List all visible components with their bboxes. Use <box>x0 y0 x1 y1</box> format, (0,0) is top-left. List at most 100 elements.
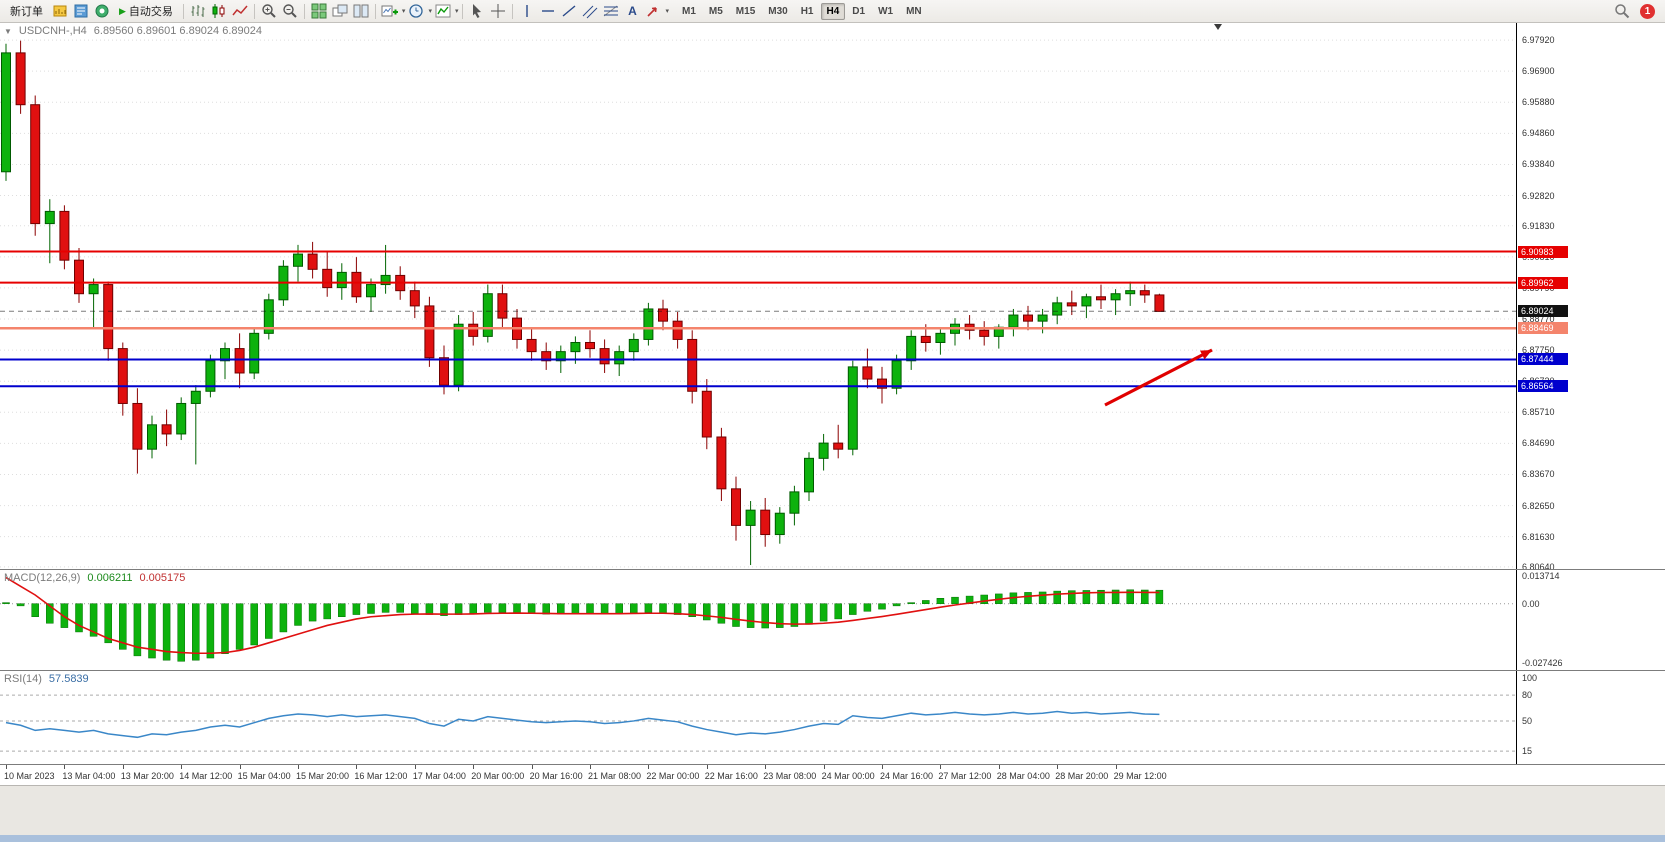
timeframe-button-m1[interactable]: M1 <box>681 5 696 17</box>
time-tick <box>356 765 358 769</box>
timeframe-button-m5[interactable]: M5 <box>708 5 723 17</box>
crosshair-icon[interactable] <box>488 2 508 20</box>
macd-axis-label: -0.027426 <box>1522 658 1563 669</box>
time-label: 15 Mar 20:00 <box>296 771 350 781</box>
toolbar-separator <box>253 3 255 19</box>
macd-canvas[interactable] <box>0 570 1517 670</box>
tile-vertical-icon[interactable] <box>351 2 371 20</box>
timeframe-button-mn[interactable]: MN <box>906 5 922 17</box>
price-axis-label: 6.83670 <box>1522 469 1555 480</box>
horizontal-line-tool-icon[interactable] <box>538 2 558 20</box>
notification-badge[interactable]: 1 <box>1640 3 1655 19</box>
rsi-panel: RSI(14) 57.5839 100 80 50 15 <box>0 670 1665 764</box>
price-axis-label: 6.81630 <box>1522 531 1555 542</box>
time-tick <box>765 765 767 769</box>
arrows-tool-icon[interactable] <box>643 2 663 20</box>
price-axis-label: 6.80640 <box>1522 561 1555 572</box>
timeframe-group: M1 M5 M15 M30 H1 H4 D1 W1 MN <box>676 2 928 20</box>
time-tick <box>940 765 942 769</box>
toolbar-separator <box>512 3 514 19</box>
new-chart-caret-icon[interactable]: ▾ <box>401 8 406 15</box>
macd-panel: MACD(12,26,9) 0.006211 0.005175 0.013714… <box>0 569 1665 670</box>
time-tick <box>473 765 475 769</box>
cursor-icon[interactable] <box>467 2 487 20</box>
zoom-out-icon[interactable] <box>280 2 300 20</box>
time-tick <box>6 765 7 769</box>
candlestick-mode-icon[interactable] <box>209 2 229 20</box>
period-caret-icon[interactable]: ▾ <box>428 8 432 15</box>
charts-profile-icon[interactable] <box>50 2 70 20</box>
macd-label: MACD(12,26,9) <box>4 572 81 584</box>
timeframe-button-m15[interactable]: M15 <box>735 5 756 17</box>
search-icon[interactable] <box>1612 2 1632 20</box>
channel-tool-icon[interactable] <box>580 2 600 20</box>
rsi-value: 57.5839 <box>48 673 89 685</box>
vertical-line-tool-icon[interactable] <box>517 2 537 20</box>
time-label: 22 Mar 00:00 <box>646 771 700 781</box>
price-axis-label: 6.95880 <box>1522 97 1555 108</box>
timeframe-button-w1[interactable]: W1 <box>878 5 894 17</box>
price-axis-label: 6.84690 <box>1522 438 1555 449</box>
cascade-windows-icon[interactable] <box>330 2 350 20</box>
toolbar-separator <box>182 3 184 19</box>
status-bar <box>0 785 1665 842</box>
time-tick <box>531 765 533 769</box>
fibonacci-tool-icon[interactable] <box>601 2 621 20</box>
price-tag: 6.86564 <box>1518 380 1568 393</box>
timeframe-button-m30[interactable]: M30 <box>768 5 788 17</box>
time-label: 29 Mar 12:00 <box>1113 771 1167 781</box>
timeframe-button-h1[interactable]: H1 <box>800 5 814 17</box>
chart-title-overlay: ▼ USDCNH-,H4 6.89560 6.89601 6.89024 6.8… <box>4 25 262 37</box>
toolbar-right-group: 1 <box>1612 2 1661 20</box>
rsi-label: RSI(14) <box>4 673 42 685</box>
time-tick <box>648 765 650 769</box>
play-icon: ▶ <box>119 5 126 16</box>
time-label: 10 Mar 2023 <box>4 771 55 781</box>
time-label: 15 Mar 04:00 <box>237 771 291 781</box>
market-watch-icon[interactable] <box>71 2 91 20</box>
price-axis-label: 6.82650 <box>1522 500 1555 511</box>
indicators-icon[interactable] <box>433 2 453 20</box>
new-chart-icon[interactable] <box>380 2 400 20</box>
time-tick <box>239 765 241 769</box>
autotrading-button[interactable]: ▶ 自动交易 <box>113 1 179 21</box>
rsi-axis-label: 80 <box>1522 690 1533 701</box>
arrows-caret-icon[interactable]: ▾ <box>665 8 669 15</box>
time-label: 14 Mar 12:00 <box>179 771 233 781</box>
price-axis-label: 6.96900 <box>1522 66 1555 77</box>
new-order-label: 新订单 <box>10 6 43 18</box>
toolbar-separator <box>374 3 376 19</box>
price-tag: 6.87444 <box>1518 353 1568 366</box>
candlestick-canvas[interactable] <box>0 23 1517 569</box>
price-tag: 6.89024 <box>1518 305 1568 318</box>
time-label: 24 Mar 16:00 <box>880 771 934 781</box>
line-chart-mode-icon[interactable] <box>230 2 250 20</box>
macd-axis[interactable]: 0.013714 0.00 -0.027426 <box>1517 570 1665 670</box>
price-tag: 6.90983 <box>1518 245 1568 258</box>
trendline-tool-icon[interactable] <box>559 2 579 20</box>
text-tool-icon[interactable]: A <box>628 4 637 18</box>
toolbar-separator <box>462 3 464 19</box>
price-axis[interactable]: 6.97920 6.96900 6.95880 6.94860 6.93840 6.928… <box>1517 23 1665 572</box>
toolbar: 新订单 ▶ 自动交易 ▾ ▾ <box>0 0 1665 23</box>
metaquotes-icon[interactable] <box>92 2 112 20</box>
indicators-caret-icon[interactable]: ▾ <box>454 8 459 15</box>
timeframe-button-h4[interactable]: H4 <box>820 2 846 20</box>
macd-signal-value: 0.005175 <box>139 572 186 584</box>
time-axis[interactable]: 10 Mar 2023 13 Mar 04:00 13 Mar 20:00 14 Ma… <box>0 764 1665 785</box>
time-tick <box>414 765 416 769</box>
price-axis-label: 6.91830 <box>1522 220 1555 231</box>
rsi-canvas[interactable] <box>0 671 1517 764</box>
price-axis-label: 6.94860 <box>1522 128 1555 139</box>
chart-menu-icon[interactable]: ▼ <box>4 26 12 36</box>
period-clock-icon[interactable] <box>406 2 426 20</box>
rsi-axis-label: 15 <box>1522 746 1533 757</box>
timeframe-button-d1[interactable]: D1 <box>852 5 866 17</box>
bar-chart-mode-icon[interactable] <box>188 2 208 20</box>
zoom-in-icon[interactable] <box>259 2 279 20</box>
tile-windows-icon[interactable] <box>309 2 329 20</box>
toolbar-separator <box>303 3 305 19</box>
new-order-button[interactable]: 新订单 <box>4 1 49 21</box>
rsi-axis[interactable]: 100 80 50 15 <box>1517 671 1665 764</box>
time-label: 27 Mar 12:00 <box>938 771 992 781</box>
